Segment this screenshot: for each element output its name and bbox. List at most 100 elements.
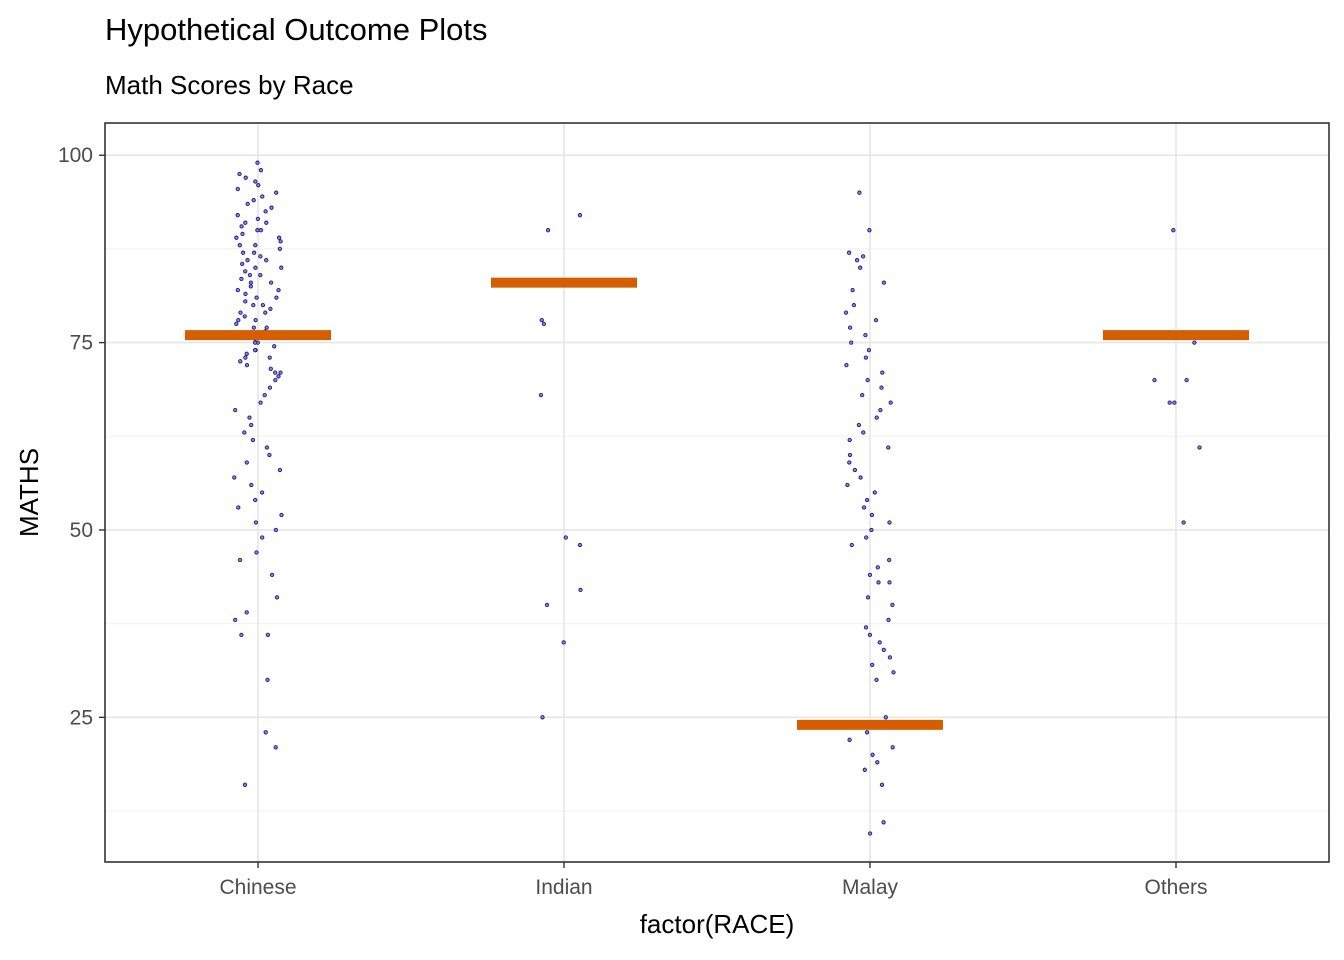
- data-point: [264, 258, 269, 263]
- data-point: [265, 632, 271, 638]
- data-point: [857, 190, 862, 195]
- data-point: [1171, 228, 1176, 233]
- data-point: [255, 160, 260, 165]
- data-point: [847, 452, 853, 458]
- data-point: [861, 430, 866, 435]
- data-point: [253, 179, 258, 184]
- data-point: [273, 377, 278, 383]
- data-point: [254, 295, 259, 300]
- data-point: [251, 198, 256, 203]
- data-point: [268, 366, 273, 371]
- data-point: [274, 595, 280, 600]
- data-point: [236, 505, 241, 510]
- data-point: [278, 370, 283, 375]
- data-point: [258, 400, 263, 405]
- hop-markers: [185, 277, 1249, 730]
- data-point: [887, 655, 893, 660]
- data-point: [875, 760, 880, 765]
- data-point: [254, 550, 259, 555]
- data-point: [279, 265, 284, 270]
- data-point: [860, 392, 865, 398]
- data-point: [237, 171, 242, 177]
- data-point: [258, 272, 263, 278]
- data-point: [239, 632, 244, 638]
- data-point: [864, 730, 870, 735]
- data-point: [872, 490, 877, 495]
- data-point: [870, 662, 875, 668]
- data-point: [269, 205, 274, 210]
- data-point: [1172, 400, 1177, 405]
- data-point: [233, 407, 238, 413]
- data-point: [887, 520, 892, 525]
- data-point: [563, 535, 568, 540]
- data-point: [544, 602, 550, 608]
- data-point: [263, 310, 268, 315]
- panel-border: [104, 122, 1330, 863]
- data-point: [862, 767, 867, 772]
- data-point: [267, 385, 273, 390]
- data-point: [262, 392, 267, 398]
- data-point: [244, 460, 249, 465]
- data-point: [244, 351, 249, 356]
- y-tick-label: 100: [58, 144, 93, 167]
- data-point: [879, 782, 885, 787]
- data-point: [865, 595, 871, 600]
- data-point: [1167, 400, 1172, 405]
- data-point: [234, 235, 239, 240]
- hop-bar: [1103, 330, 1249, 341]
- data-point: [253, 520, 259, 525]
- data-point: [864, 497, 870, 503]
- x-axis-title: factor(RACE): [640, 909, 795, 939]
- data-point: [263, 730, 268, 735]
- data-point: [847, 460, 852, 465]
- data-point: [863, 355, 869, 360]
- data-point: [867, 632, 873, 638]
- data-point: [243, 291, 248, 297]
- data-point: [881, 280, 887, 285]
- data-point: [1181, 520, 1186, 525]
- data-point: [845, 482, 850, 488]
- x-tick-label: Others: [1144, 876, 1207, 899]
- data-point: [264, 325, 269, 330]
- data-point: [253, 243, 258, 248]
- data-point: [259, 490, 265, 495]
- data-point: [877, 640, 882, 645]
- data-point: [863, 332, 868, 338]
- data-point: [272, 344, 277, 349]
- data-point: [255, 228, 260, 233]
- gridlines: [105, 123, 1329, 862]
- data-point: [1192, 340, 1197, 345]
- data-point: [539, 317, 544, 323]
- data-point: [258, 254, 263, 259]
- chart-title: Hypothetical Outcome Plots: [105, 12, 488, 47]
- data-point: [235, 287, 240, 293]
- data-point: [245, 201, 250, 207]
- data-point: [577, 213, 583, 218]
- data-point: [274, 190, 279, 195]
- data-point: [264, 445, 270, 450]
- data-point: [232, 475, 237, 480]
- data-point: [861, 505, 867, 510]
- y-axis-title: MATHS: [14, 448, 44, 537]
- data-point: [1152, 377, 1157, 383]
- data-point: [890, 602, 895, 608]
- data-point: [887, 580, 892, 585]
- x-tick-label: Chinese: [219, 876, 296, 899]
- data-point: [255, 216, 261, 222]
- data-point: [243, 355, 248, 360]
- data-point: [260, 535, 265, 540]
- data-point: [886, 445, 891, 450]
- data-point: [846, 250, 852, 255]
- data-point: [540, 715, 545, 720]
- data-point: [874, 415, 879, 420]
- data-point: [253, 497, 258, 503]
- data-point: [561, 640, 566, 645]
- data-point: [264, 220, 269, 225]
- data-point: [238, 310, 243, 315]
- data-point: [252, 347, 258, 353]
- data-point: [239, 276, 244, 282]
- data-point: [236, 317, 241, 323]
- data-point: [244, 610, 249, 615]
